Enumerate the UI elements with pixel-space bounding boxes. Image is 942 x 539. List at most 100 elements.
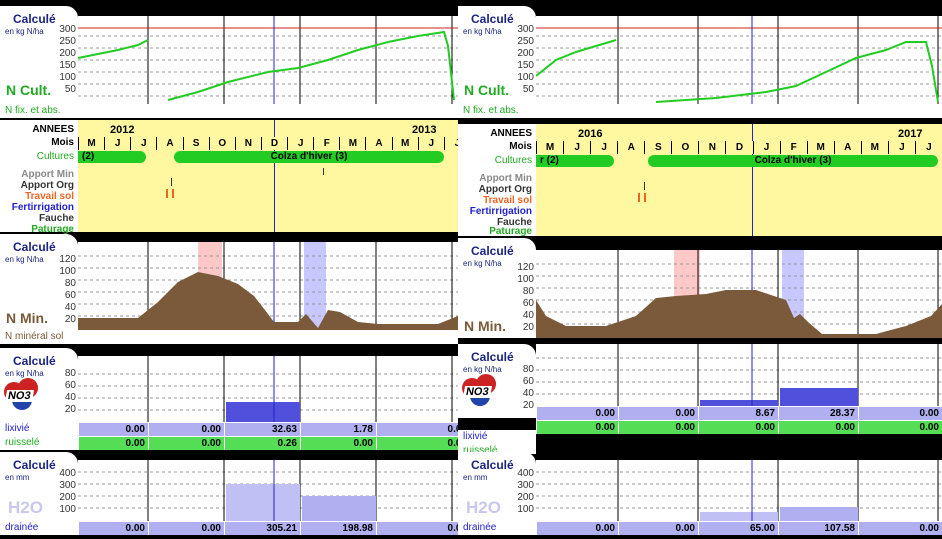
panel-right: Calculé en kg N/ha 300 250 200 150 100 5…: [458, 0, 942, 539]
value-cell: 0.00: [536, 407, 618, 420]
value-cell: 305.21: [224, 522, 300, 535]
value-cell: 0.00: [300, 437, 376, 450]
h2o-plot[interactable]: [536, 460, 942, 521]
no3-plot[interactable]: [78, 356, 470, 422]
month-cell: M: [536, 141, 564, 154]
no3-plot[interactable]: [536, 344, 942, 406]
tick-300: 300: [517, 24, 534, 35]
month-cell: F: [779, 141, 807, 154]
apport-org-marker: [171, 178, 172, 186]
tick-80: 80: [64, 278, 76, 289]
n-min-plot[interactable]: [78, 242, 470, 330]
year-label-2: 2017: [898, 128, 923, 140]
month-cell: N: [698, 141, 726, 154]
month-cell: M: [391, 137, 418, 150]
tick-400: 400: [517, 468, 534, 479]
n-cult-unit: en kg N/ha: [5, 27, 44, 36]
n-fix-label: N fix. et abs.: [0, 104, 470, 118]
year-divider: [752, 124, 753, 236]
tick-200: 200: [517, 48, 534, 59]
drainee-label: drainée: [0, 521, 78, 535]
n-min-plot[interactable]: [536, 250, 942, 338]
tick-150: 150: [517, 60, 534, 71]
paturage-label: Paturage: [31, 224, 74, 235]
ruissele-row: 0.000.000.260.000.00: [78, 436, 470, 450]
month-cell: A: [833, 141, 861, 154]
ruissele-row: 0.00 0.00 0.00 0.00 0.00: [536, 420, 942, 434]
travail-sol-marker: [638, 193, 640, 202]
n-cult-plot[interactable]: [78, 16, 470, 104]
tick-120: 120: [517, 262, 534, 273]
no3-unit: en kg N/ha: [463, 365, 502, 374]
no3-bar-4: [780, 388, 858, 406]
value-cell: 0.00: [536, 522, 618, 535]
tick-100: 100: [517, 504, 534, 515]
tick-40: 40: [64, 392, 76, 403]
month-cell: J: [563, 141, 591, 154]
crop-bar-prev[interactable]: (2): [78, 151, 146, 163]
value-cell: 0.00: [376, 423, 470, 436]
n-min-label-box: Calculé en kg N/ha 120 100 80 60 40 20 N…: [0, 234, 78, 330]
fauche-label: Fauche: [496, 217, 532, 228]
fertirrigation-label: Fertirrigation: [469, 206, 532, 217]
drain-bar-4: [302, 496, 376, 521]
year-label-1: 2016: [578, 128, 603, 140]
drain-bar-3: [700, 512, 778, 521]
h2o-big-label: H2O: [466, 498, 501, 517]
year-label-1: 2012: [110, 124, 135, 136]
month-cell: M: [339, 137, 366, 150]
no3-molecule-icon: NO3: [462, 374, 500, 408]
n-min-title: Calculé: [13, 240, 56, 254]
crop-bar-main[interactable]: Colza d'hiver (3): [648, 155, 938, 167]
crop-bar-prev[interactable]: r (2): [536, 155, 614, 167]
tick-40: 40: [522, 388, 534, 399]
n-min-title: Calculé: [471, 244, 514, 258]
tick-100: 100: [59, 266, 76, 277]
no3-title: Calculé: [13, 354, 56, 368]
value-cell: 0.00: [618, 522, 698, 535]
n-mineral-sol-label: N minéral sol: [0, 330, 470, 344]
tick-20: 20: [522, 400, 534, 411]
month-cell: N: [234, 137, 261, 150]
calendar-label-column: [458, 124, 536, 236]
tick-300: 300: [59, 480, 76, 491]
value-cell: 0.00: [376, 522, 470, 535]
ruissele-label: ruisselé: [0, 436, 78, 450]
value-cell: 0.00: [78, 423, 148, 436]
tick-200: 200: [59, 492, 76, 503]
n-min-big-label: N Min.: [6, 310, 48, 326]
h2o-label-box: Calculé en mm 400 300 200 100 H2O: [458, 452, 536, 521]
value-cell: 65.00: [698, 522, 778, 535]
no3-svg: [536, 344, 942, 406]
drainee-label: drainée: [458, 521, 536, 535]
month-cell: J: [130, 137, 157, 150]
fauche-label: Fauche: [38, 213, 74, 224]
drain-bar-4: [780, 507, 858, 521]
month-cell: J: [590, 141, 618, 154]
month-cell: M: [78, 137, 105, 150]
crop-bar-main[interactable]: Colza d'hiver (3): [174, 151, 444, 163]
tick-100: 100: [59, 72, 76, 83]
panel-left: Calculé en kg N/ha 300 250 200 150 100 5…: [0, 0, 470, 539]
paturage-label: Paturage: [489, 226, 532, 237]
no3-section: Calculé en kg N/ha 80 60 40 20 NO3: [0, 348, 470, 454]
value-cell: 32.63: [224, 423, 300, 436]
n-min-unit: en kg N/ha: [463, 259, 502, 268]
h2o-unit: en mm: [463, 473, 488, 482]
tick-250: 250: [517, 36, 534, 47]
n-cult-section: Calculé en kg N/ha 300 250 200 150 100 5…: [0, 6, 470, 118]
month-cell: S: [182, 137, 209, 150]
n-cult-plot[interactable]: [536, 16, 942, 104]
h2o-section: Calculé en mm 400 300 200 100 H2O drainé…: [0, 452, 470, 539]
no3-section: Calculé en kg N/ha 80 60 40 20 NO3: [458, 344, 942, 456]
tick-100: 100: [517, 274, 534, 285]
apport-org-marker: [644, 182, 645, 190]
tick-60: 60: [522, 376, 534, 387]
h2o-title: Calculé: [471, 458, 514, 472]
h2o-plot[interactable]: [78, 460, 470, 521]
tick-400: 400: [59, 468, 76, 479]
annees-label: ANNEES: [32, 124, 74, 135]
